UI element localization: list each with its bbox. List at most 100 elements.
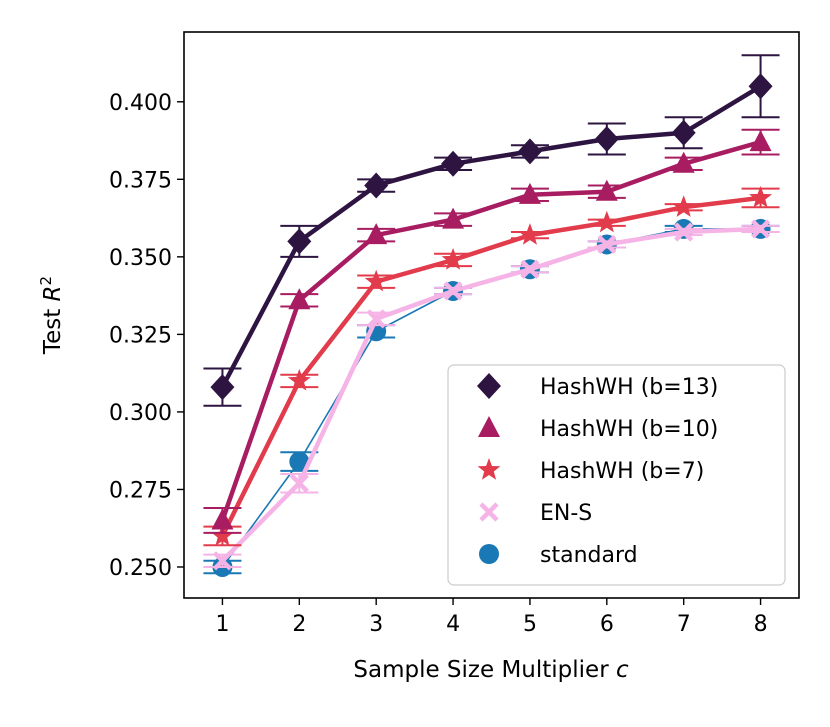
data-point-hashwh-b-10-shape xyxy=(442,207,465,229)
series-hashwh-b-10 xyxy=(203,128,780,534)
legend-marker-shape xyxy=(479,544,499,564)
series-hashwh-b-7 xyxy=(203,185,780,547)
legend-marker-shape xyxy=(478,416,500,437)
data-point-hashwh-b-13-shape xyxy=(287,228,312,255)
x-axis-label: Sample Size Multiplier c xyxy=(353,657,629,683)
data-point-en-s-stroke-b xyxy=(520,259,540,279)
data-point-hashwh-b-10-shape xyxy=(518,182,541,204)
legend-entry: HashWH (b=10) xyxy=(478,416,718,442)
data-point-en-s xyxy=(750,219,771,239)
data-point-standard xyxy=(289,451,310,472)
x-tick-label: 2 xyxy=(292,612,306,637)
data-point-hashwh-b-13 xyxy=(594,125,619,152)
legend-label: HashWH (b=10) xyxy=(540,417,718,442)
data-point-hashwh-b-13 xyxy=(517,138,542,165)
data-point-hashwh-b-13 xyxy=(671,119,696,146)
series-line-hashwh-b-7 xyxy=(220,195,761,537)
series-layer xyxy=(203,54,780,577)
data-point-hashwh-b-10 xyxy=(749,130,772,152)
legend-marker xyxy=(477,458,501,480)
data-point-hashwh-b-7 xyxy=(441,248,465,270)
data-point-en-s-stroke-b xyxy=(289,473,309,493)
legend-entry: HashWH (b=7) xyxy=(477,458,704,484)
series-hashwh-b-13 xyxy=(203,54,780,407)
data-point-en-s xyxy=(443,281,463,301)
data-point-hashwh-b-7-shape xyxy=(749,185,772,208)
series-line-hashwh-b-10 xyxy=(220,139,762,522)
data-point-en-s-stroke-b xyxy=(366,309,386,329)
x-tick-label: 4 xyxy=(446,612,460,637)
y-tick-label: 0.350 xyxy=(109,246,172,271)
legend-marker-shape xyxy=(477,373,501,399)
series-line-en-s xyxy=(220,226,761,563)
data-point-hashwh-b-13-shape xyxy=(594,125,619,152)
data-point-en-s-stroke-b xyxy=(597,234,617,255)
data-point-hashwh-b-13-shape xyxy=(364,172,389,199)
y-tick-label: 0.400 xyxy=(109,91,172,116)
data-point-hashwh-b-13-shape xyxy=(441,150,466,177)
x-tick-label: 7 xyxy=(677,612,691,637)
legend-entry: standard xyxy=(479,543,638,568)
y-tick-label: 0.275 xyxy=(109,478,172,503)
data-point-hashwh-b-13 xyxy=(441,150,466,177)
legend-marker xyxy=(478,416,500,437)
x-tick-label: 6 xyxy=(600,612,614,637)
data-point-hashwh-b-13 xyxy=(287,228,312,255)
data-point-hashwh-b-10-shape xyxy=(365,223,388,245)
plot-frame xyxy=(183,31,800,599)
data-point-hashwh-b-7-shape xyxy=(441,248,465,270)
data-point-hashwh-b-10 xyxy=(365,223,388,245)
series-line-hashwh-b-13 xyxy=(220,84,762,389)
data-point-hashwh-b-7 xyxy=(211,524,234,546)
data-point-en-s-stroke-b xyxy=(443,281,463,301)
y-axis-label: Test R2 xyxy=(37,276,66,355)
data-point-hashwh-b-13-shape xyxy=(517,138,542,165)
x-tick-label: 1 xyxy=(215,612,229,637)
data-point-hashwh-b-10 xyxy=(288,288,311,310)
data-point-en-s xyxy=(366,309,386,329)
data-point-hashwh-b-7 xyxy=(749,185,772,208)
data-point-hashwh-b-7 xyxy=(672,195,696,217)
data-point-hashwh-b-7-shape xyxy=(287,368,311,391)
data-point-en-s xyxy=(674,222,694,242)
legend-marker xyxy=(477,373,501,399)
y-tick-label: 0.325 xyxy=(109,323,172,348)
data-point-hashwh-b-13-shape xyxy=(671,119,696,146)
ticks-layer: 1 2 3 4 5 6 7 8 0.250 0.275 0.300 0.325 0.350 0.375 0.… xyxy=(109,91,768,637)
x-tick-label: 8 xyxy=(754,612,768,637)
legend-label: standard xyxy=(540,543,638,568)
data-point-en-s-stroke-b xyxy=(674,222,694,242)
legend-marker xyxy=(479,502,499,522)
legend-box xyxy=(447,364,786,586)
data-point-hashwh-b-13-shape xyxy=(748,73,773,100)
x-tick-label: 5 xyxy=(523,612,537,637)
data-point-hashwh-b-10 xyxy=(442,207,465,229)
legend-marker-shape xyxy=(477,458,501,480)
data-point-hashwh-b-7-shape xyxy=(595,210,619,233)
data-point-hashwh-b-13 xyxy=(748,73,773,100)
series-en-s xyxy=(203,219,780,571)
data-point-hashwh-b-13 xyxy=(364,172,389,199)
data-point-en-s xyxy=(289,473,309,493)
data-point-hashwh-b-7-shape xyxy=(211,524,234,546)
data-point-hashwh-b-7-shape xyxy=(518,223,542,245)
data-point-hashwh-b-7 xyxy=(518,223,542,245)
data-point-hashwh-b-7 xyxy=(287,368,311,391)
y-tick-label: 0.300 xyxy=(109,401,172,426)
data-point-hashwh-b-10-shape xyxy=(672,151,695,173)
data-point-hashwh-b-7 xyxy=(364,269,388,292)
data-point-en-s-stroke-b xyxy=(212,551,233,571)
data-point-hashwh-b-10-shape xyxy=(288,288,311,310)
data-point-hashwh-b-10-shape xyxy=(211,508,234,530)
data-point-en-s xyxy=(212,551,233,571)
data-point-hashwh-b-10 xyxy=(595,179,618,201)
legend-marker xyxy=(479,544,499,564)
data-point-hashwh-b-13 xyxy=(210,374,235,401)
legend-entry: HashWH (b=13) xyxy=(477,373,718,400)
data-point-en-s xyxy=(597,234,617,255)
data-point-hashwh-b-10 xyxy=(672,151,695,173)
data-point-hashwh-b-7-shape xyxy=(672,195,696,217)
legend-label: HashWH (b=7) xyxy=(540,459,704,484)
data-point-en-s-stroke-b xyxy=(750,219,771,239)
